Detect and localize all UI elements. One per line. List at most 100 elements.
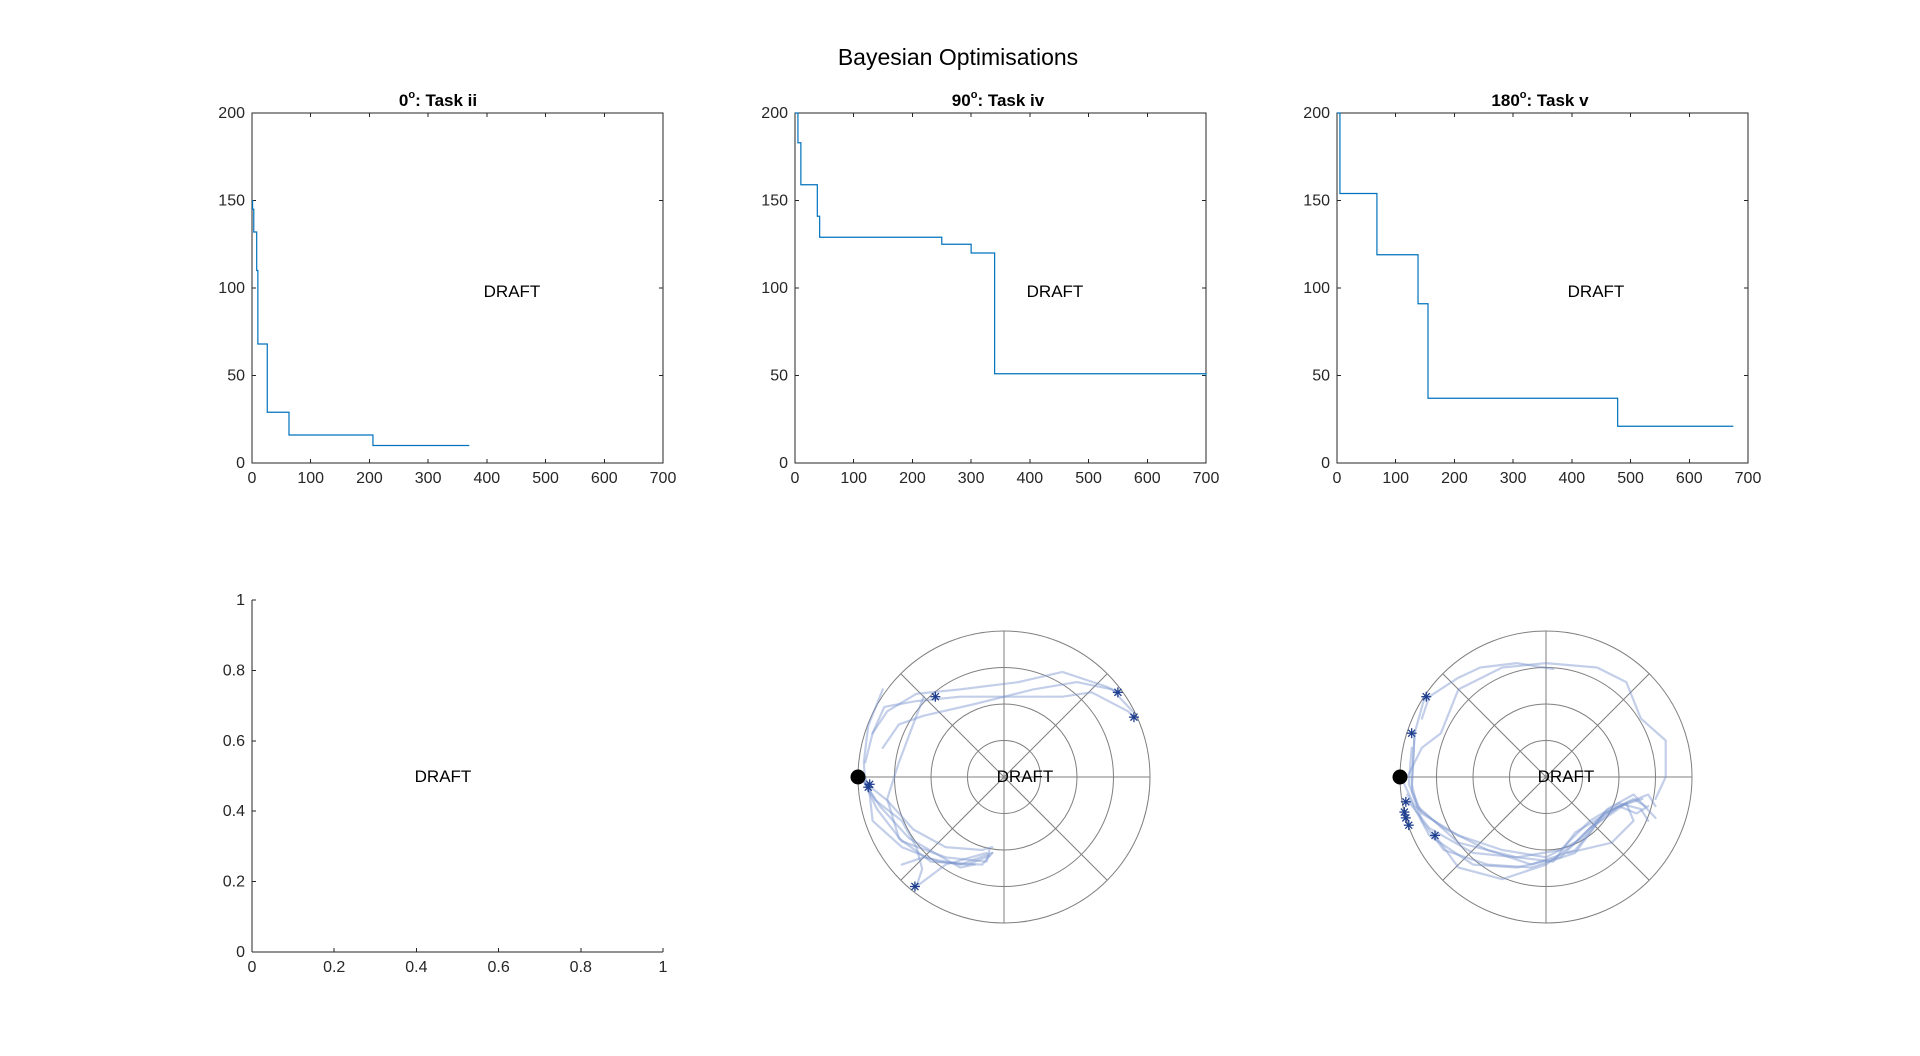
x-tick-label: 500 [1617, 470, 1644, 487]
trajectory-4 [1406, 662, 1667, 800]
subplot-5-polar: DRAFT [1392, 630, 1693, 924]
y-tick-label: 0.2 [223, 874, 245, 891]
subplot-4-plot-area [850, 630, 1151, 924]
start-point [1392, 769, 1408, 785]
subplot-0-axes-box [251, 112, 664, 464]
target-marker [1400, 812, 1411, 823]
x-tick-label: 400 [474, 470, 501, 487]
x-tick-label: 300 [1500, 470, 1527, 487]
trajectory-8 [871, 670, 1119, 735]
y-tick-label: 0 [1321, 455, 1330, 472]
subplot-2-title: 180o: Task v [1491, 89, 1589, 110]
y-tick-label: 100 [218, 280, 245, 297]
target-marker [1112, 687, 1123, 698]
x-tick-label: 0.6 [487, 959, 509, 976]
trajectory-0 [1410, 695, 1650, 863]
trajectory-4 [864, 775, 991, 866]
y-tick-label: 0.8 [223, 662, 245, 679]
y-tick-label: 150 [1303, 193, 1330, 210]
trajectory-2 [1407, 800, 1650, 859]
y-tick-label: 200 [761, 105, 788, 122]
y-tick-label: 200 [1303, 105, 1330, 122]
y-tick-label: 0 [236, 944, 245, 961]
x-tick-label: 1 [659, 959, 668, 976]
subplot-2-watermark: DRAFT [1568, 282, 1625, 301]
target-marker [909, 881, 920, 892]
y-tick-label: 100 [1303, 280, 1330, 297]
x-tick-label: 0 [248, 959, 257, 976]
figure-title: Bayesian Optimisations [838, 44, 1078, 70]
x-tick-label: 500 [532, 470, 559, 487]
subplot-0-title-task: : Task ii [415, 91, 477, 110]
subplot-1-plot-area: 0 100 200 300 400 500 600 700 0 50 100 150 200 [761, 105, 1219, 487]
target-marker [930, 691, 941, 702]
x-tick-label: 600 [1134, 470, 1161, 487]
target-marker [1406, 728, 1417, 739]
y-tick-label: 1 [236, 592, 245, 609]
subplot-5-plot-area [1392, 630, 1693, 924]
subplot-2-title-task: : Task v [1527, 91, 1590, 110]
polar-grid-spoke [1442, 673, 1650, 881]
subplot-3-watermark: DRAFT [415, 767, 472, 786]
subplot-2-title-angle: 180 [1491, 91, 1519, 110]
x-tick-label: 500 [1075, 470, 1102, 487]
subplot-0-plot-area: 0 100 200 300 400 500 600 700 0 50 100 150 200 [218, 105, 676, 487]
x-tick-label: 100 [1382, 470, 1409, 487]
y-tick-label: 150 [761, 193, 788, 210]
polar-grid-spoke [900, 673, 1108, 881]
x-tick-label: 0.8 [570, 959, 592, 976]
subplot-4-watermark: DRAFT [997, 767, 1054, 786]
x-tick-label: 300 [958, 470, 985, 487]
trajectory-7 [881, 681, 1134, 749]
trajectory-8 [1407, 746, 1657, 859]
subplot-1-title-task: : Task iv [977, 91, 1044, 110]
trajectory-2 [861, 778, 988, 888]
y-tick-label: 50 [770, 368, 788, 385]
target-marker [1128, 712, 1139, 723]
target-marker [1400, 796, 1411, 807]
x-tick-label: 100 [840, 470, 867, 487]
y-tick-label: 150 [218, 193, 245, 210]
x-tick-label: 400 [1559, 470, 1586, 487]
trajectory-1 [1410, 732, 1647, 869]
subplot-1-title-angle: 90 [952, 91, 971, 110]
trajectory-3 [886, 695, 994, 866]
x-tick-label: 200 [1441, 470, 1468, 487]
y-tick-label: 50 [1312, 368, 1330, 385]
subplot-1-series-line [795, 112, 1207, 376]
trajectory-7 [1420, 662, 1555, 720]
x-tick-label: 0.2 [323, 959, 345, 976]
x-tick-label: 0 [791, 470, 800, 487]
x-tick-label: 600 [591, 470, 618, 487]
target-marker [1403, 820, 1414, 831]
start-point [850, 769, 866, 785]
x-tick-label: 600 [1676, 470, 1703, 487]
target-marker [863, 782, 874, 793]
subplot-3-empty-axes: 0 0.2 0.4 0.6 0.8 1 0 0.2 0.4 0.6 0.8 1 DRAFT [223, 592, 668, 976]
x-tick-label: 300 [415, 470, 442, 487]
x-tick-label: 400 [1017, 470, 1044, 487]
x-tick-label: 0 [1333, 470, 1342, 487]
trajectory-5 [1403, 783, 1657, 866]
y-tick-label: 50 [227, 368, 245, 385]
subplot-2-task-v: 180o: Task v 0 100 200 300 400 500 600 700 0 50 10… [1303, 89, 1761, 487]
subplot-5-watermark: DRAFT [1538, 767, 1595, 786]
subplot-3-plot-area: 0 0.2 0.4 0.6 0.8 1 0 0.2 0.4 0.6 0.8 1 [223, 592, 668, 976]
trajectory-9 [864, 691, 1137, 764]
trajectory-5 [864, 781, 994, 852]
subplot-4-polar: DRAFT [850, 630, 1151, 924]
x-tick-label: 700 [1735, 470, 1762, 487]
subplot-1-task-iv: 90o: Task iv 0 100 200 300 400 500 600 700 0 50 10… [761, 89, 1219, 487]
y-tick-label: 0.6 [223, 733, 245, 750]
x-tick-label: 0.4 [405, 959, 427, 976]
trajectory-6 [1406, 793, 1644, 869]
subplot-0-series-line [251, 199, 470, 447]
x-tick-label: 200 [356, 470, 383, 487]
subplot-1-axes-box [794, 112, 1207, 464]
target-marker [1421, 691, 1432, 702]
x-tick-label: 700 [650, 470, 677, 487]
y-tick-label: 0.4 [223, 803, 245, 820]
y-tick-label: 0 [779, 455, 788, 472]
subplot-0-title-angle: 0 [399, 91, 408, 110]
x-tick-label: 100 [297, 470, 324, 487]
